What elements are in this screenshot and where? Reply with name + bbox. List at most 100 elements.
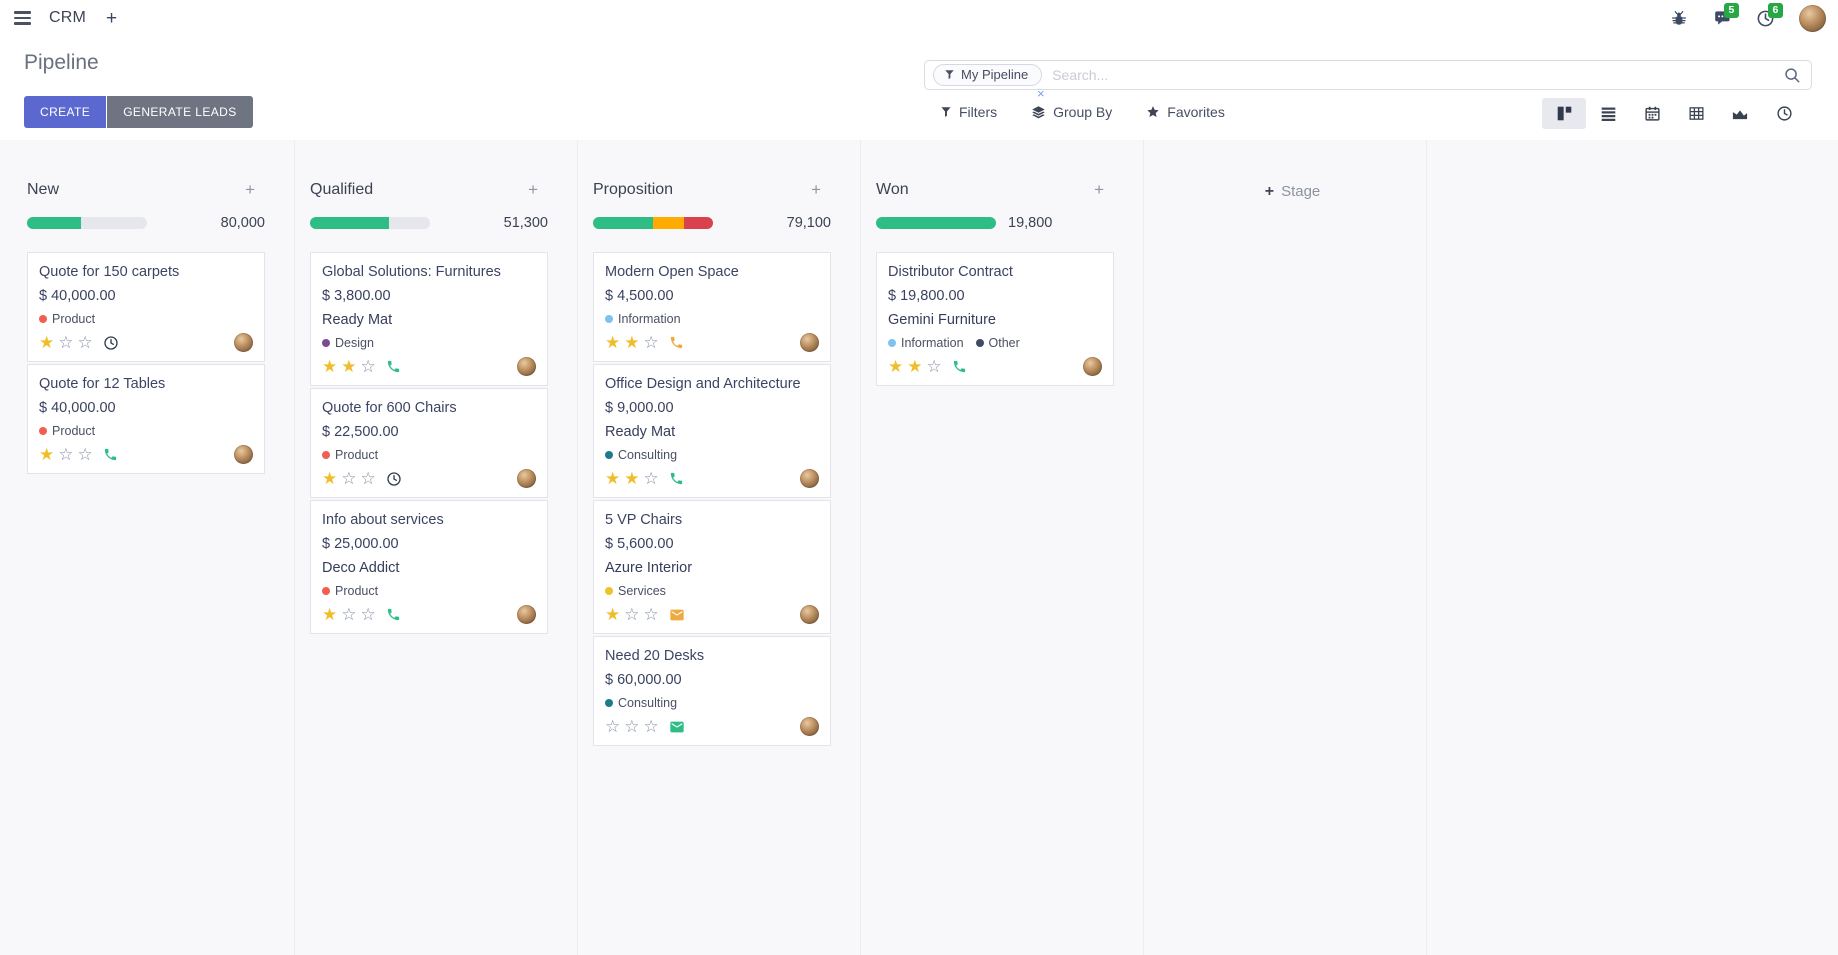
salesperson-avatar[interactable] bbox=[800, 469, 819, 488]
star-icon[interactable]: ☆ bbox=[605, 717, 621, 736]
salesperson-avatar[interactable] bbox=[234, 445, 253, 464]
kanban-card[interactable]: Quote for 12 Tables $ 40,000.00 Product … bbox=[27, 364, 265, 474]
star-icon[interactable]: ☆ bbox=[926, 357, 942, 376]
star-icon[interactable]: ☆ bbox=[643, 469, 659, 488]
star-icon[interactable]: ★ bbox=[605, 333, 621, 352]
salesperson-avatar[interactable] bbox=[800, 333, 819, 352]
star-rating[interactable]: ★ ★ ☆ bbox=[605, 334, 659, 351]
star-icon[interactable]: ★ bbox=[322, 605, 338, 624]
star-icon[interactable]: ☆ bbox=[341, 469, 357, 488]
star-icon[interactable]: ★ bbox=[888, 357, 904, 376]
star-rating[interactable]: ★ ★ ☆ bbox=[322, 358, 376, 375]
clock-icon[interactable] bbox=[386, 471, 402, 487]
kanban-card[interactable]: Need 20 Desks $ 60,000.00 Consulting ☆ ☆ ☆ bbox=[593, 636, 831, 746]
add-stage-button[interactable]: + Stage bbox=[1265, 183, 1321, 200]
star-icon[interactable]: ☆ bbox=[360, 605, 376, 624]
star-rating[interactable]: ★ ☆ ☆ bbox=[605, 606, 659, 623]
star-icon[interactable]: ☆ bbox=[341, 605, 357, 624]
add-record-button[interactable]: + bbox=[811, 180, 821, 199]
plus-icon[interactable]: + bbox=[106, 7, 118, 29]
star-icon[interactable]: ★ bbox=[907, 357, 923, 376]
favorites-menu[interactable]: Favorites bbox=[1146, 104, 1225, 120]
progress-segment[interactable] bbox=[593, 217, 653, 229]
search-input[interactable] bbox=[1052, 67, 1782, 83]
kanban-card[interactable]: Distributor Contract $ 19,800.00 Gemini … bbox=[876, 252, 1114, 386]
star-icon[interactable]: ☆ bbox=[58, 333, 74, 352]
column-progressbar[interactable] bbox=[876, 217, 996, 229]
star-rating[interactable]: ★ ★ ☆ bbox=[605, 470, 659, 487]
kanban-card[interactable]: Quote for 600 Chairs $ 22,500.00 Product… bbox=[310, 388, 548, 498]
salesperson-avatar[interactable] bbox=[800, 605, 819, 624]
salesperson-avatar[interactable] bbox=[800, 717, 819, 736]
star-icon[interactable]: ☆ bbox=[58, 445, 74, 464]
star-icon[interactable]: ★ bbox=[605, 469, 621, 488]
star-icon[interactable]: ☆ bbox=[624, 717, 640, 736]
envelope-icon[interactable] bbox=[669, 607, 685, 623]
star-icon[interactable]: ★ bbox=[341, 357, 357, 376]
phone-icon[interactable] bbox=[952, 359, 967, 374]
search-bar[interactable]: My Pipeline × bbox=[924, 60, 1812, 100]
create-button[interactable]: CREATE bbox=[24, 96, 107, 128]
phone-icon[interactable] bbox=[669, 335, 684, 350]
progress-segment[interactable] bbox=[684, 217, 713, 229]
add-record-button[interactable]: + bbox=[245, 180, 255, 199]
star-icon[interactable]: ☆ bbox=[360, 469, 376, 488]
menu-icon[interactable] bbox=[12, 7, 33, 29]
kanban-card[interactable]: Modern Open Space $ 4,500.00 Information… bbox=[593, 252, 831, 362]
progress-segment[interactable] bbox=[653, 217, 685, 229]
star-icon[interactable]: ★ bbox=[39, 333, 55, 352]
star-icon[interactable]: ★ bbox=[605, 605, 621, 624]
graph-view-button[interactable] bbox=[1718, 98, 1762, 129]
star-rating[interactable]: ★ ☆ ☆ bbox=[322, 606, 376, 623]
envelope-icon[interactable] bbox=[669, 719, 685, 735]
calendar-view-button[interactable] bbox=[1630, 98, 1674, 129]
phone-icon[interactable] bbox=[386, 359, 401, 374]
column-progressbar[interactable] bbox=[27, 217, 147, 229]
star-rating[interactable]: ★ ☆ ☆ bbox=[39, 334, 93, 351]
activity-view-button[interactable] bbox=[1762, 98, 1806, 129]
filters-menu[interactable]: Filters bbox=[940, 104, 997, 120]
salesperson-avatar[interactable] bbox=[517, 469, 536, 488]
star-icon[interactable]: ☆ bbox=[643, 605, 659, 624]
add-record-button[interactable]: + bbox=[528, 180, 538, 199]
star-icon[interactable]: ☆ bbox=[77, 333, 93, 352]
progress-segment[interactable] bbox=[876, 217, 996, 229]
activities-clock-icon[interactable]: 6 bbox=[1756, 2, 1783, 28]
star-icon[interactable]: ★ bbox=[322, 469, 338, 488]
kanban-card[interactable]: Info about services $ 25,000.00 Deco Add… bbox=[310, 500, 548, 634]
facet-remove-icon[interactable]: × bbox=[1037, 86, 1045, 101]
phone-icon[interactable] bbox=[386, 607, 401, 622]
kanban-card[interactable]: 5 VP Chairs $ 5,600.00 Azure Interior Se… bbox=[593, 500, 831, 634]
progress-segment[interactable] bbox=[310, 217, 390, 229]
kanban-card[interactable]: Global Solutions: Furnitures $ 3,800.00 … bbox=[310, 252, 548, 386]
star-icon[interactable]: ☆ bbox=[643, 333, 659, 352]
add-record-button[interactable]: + bbox=[1094, 180, 1104, 199]
star-icon[interactable]: ★ bbox=[624, 469, 640, 488]
messages-icon[interactable]: 5 bbox=[1712, 2, 1739, 28]
generate-leads-button[interactable]: GENERATE LEADS bbox=[107, 96, 253, 128]
column-progressbar[interactable] bbox=[310, 217, 430, 229]
kanban-card[interactable]: Office Design and Architecture $ 9,000.0… bbox=[593, 364, 831, 498]
salesperson-avatar[interactable] bbox=[234, 333, 253, 352]
list-view-button[interactable] bbox=[1586, 98, 1630, 129]
search-icon[interactable] bbox=[1782, 65, 1803, 86]
column-progressbar[interactable] bbox=[593, 217, 713, 229]
app-name[interactable]: CRM bbox=[49, 9, 87, 26]
star-icon[interactable]: ★ bbox=[39, 445, 55, 464]
star-icon[interactable]: ☆ bbox=[77, 445, 93, 464]
star-icon[interactable]: ★ bbox=[322, 357, 338, 376]
star-rating[interactable]: ☆ ☆ ☆ bbox=[605, 718, 659, 735]
salesperson-avatar[interactable] bbox=[517, 357, 536, 376]
kanban-view-button[interactable] bbox=[1542, 98, 1586, 129]
clock-icon[interactable] bbox=[103, 335, 119, 351]
star-rating[interactable]: ★ ★ ☆ bbox=[888, 358, 942, 375]
star-icon[interactable]: ★ bbox=[624, 333, 640, 352]
bug-icon[interactable] bbox=[1670, 9, 1688, 27]
kanban-card[interactable]: Quote for 150 carpets $ 40,000.00 Produc… bbox=[27, 252, 265, 362]
star-icon[interactable]: ☆ bbox=[643, 717, 659, 736]
star-icon[interactable]: ☆ bbox=[624, 605, 640, 624]
star-rating[interactable]: ★ ☆ ☆ bbox=[322, 470, 376, 487]
progress-segment[interactable] bbox=[27, 217, 81, 229]
phone-icon[interactable] bbox=[103, 447, 118, 462]
user-avatar[interactable] bbox=[1799, 4, 1826, 32]
